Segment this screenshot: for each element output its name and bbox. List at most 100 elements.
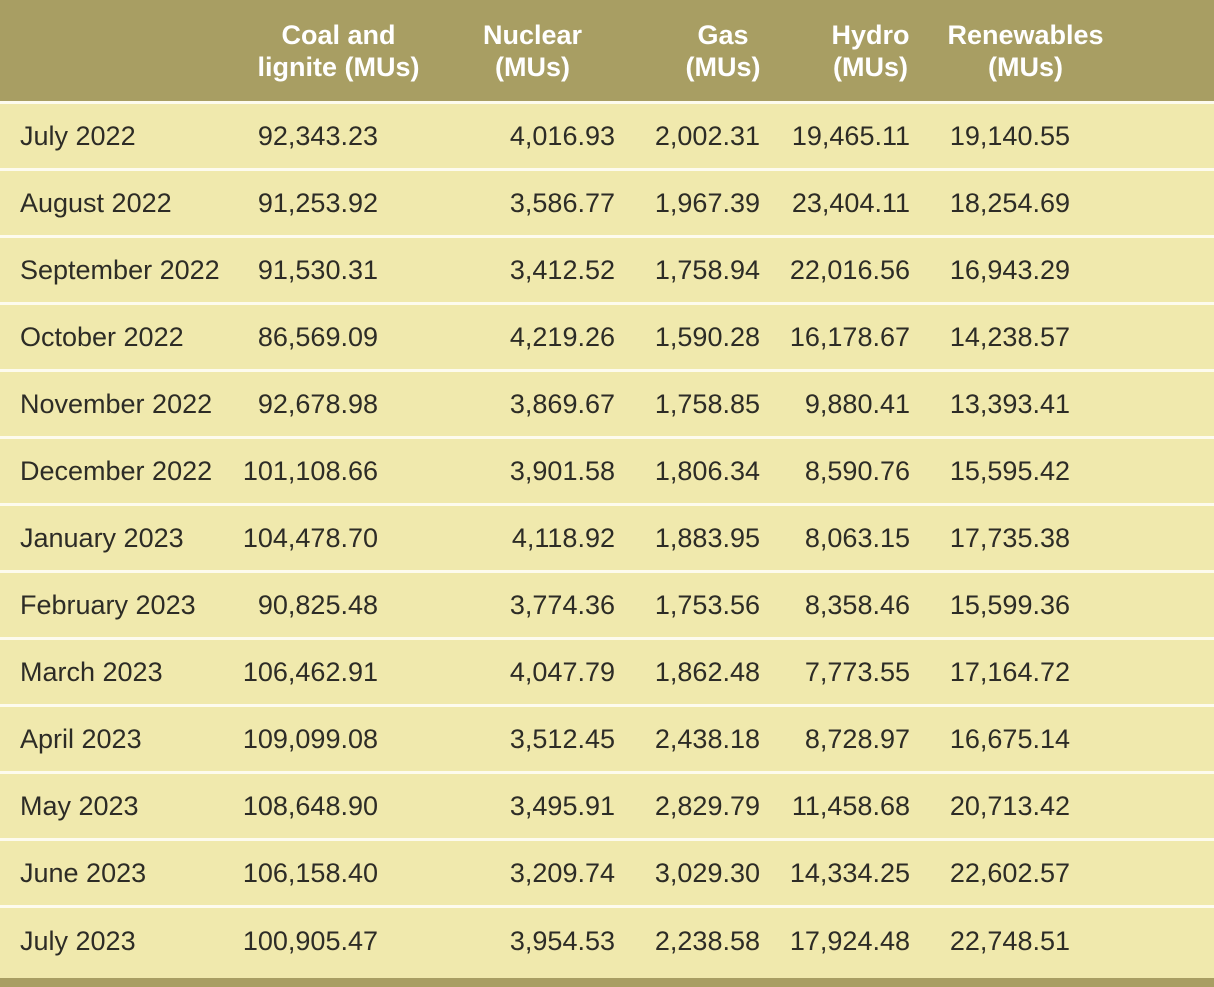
row-value-renewables: 16,943.29 (949, 254, 1070, 285)
row-value-gas: 1,758.94 (654, 254, 760, 285)
row-value-coal: 104,478.70 (242, 522, 378, 553)
table-row: March 2023 106,462.91 4,047.79 1,862.48 7,77… (0, 640, 1214, 707)
column-header-line: (MUs) (685, 51, 761, 82)
row-value-renewables: 22,748.51 (949, 926, 1070, 956)
row-value-nuclear: 4,118.92 (511, 522, 615, 553)
table-row: October 2022 86,569.09 4,219.26 1,590.28 16,… (0, 305, 1214, 372)
row-value-hydro: 16,178.67 (789, 321, 910, 352)
row-value-nuclear: 3,512.45 (509, 723, 615, 754)
column-header-nuclear: Nuclear (MUs) (392, 0, 628, 101)
column-header-line: (MUs) (988, 51, 1063, 82)
row-value-hydro: 14,334.25 (789, 857, 910, 888)
row-value-hydro: 22,016.56 (789, 254, 910, 285)
header-month-blank (0, 0, 240, 101)
row-value-renewables: 15,595.42 (949, 455, 1070, 486)
row-month-label: September 2022 (20, 254, 220, 285)
row-value-gas: 1,883.95 (654, 522, 760, 553)
row-value-renewables: 20,713.42 (949, 790, 1070, 821)
column-header-line: lignite (MUs) (257, 51, 420, 82)
row-month-label: July 2023 (20, 926, 136, 956)
column-header-line: Renewables (947, 19, 1104, 50)
row-value-coal: 106,158.40 (242, 857, 378, 888)
row-value-hydro: 23,404.11 (791, 187, 910, 218)
row-value-renewables: 14,238.57 (949, 321, 1070, 352)
row-value-coal: 100,905.47 (242, 926, 378, 956)
row-value-renewables: 17,735.38 (949, 522, 1070, 553)
row-value-gas: 1,753.56 (654, 589, 760, 620)
row-value-hydro: 8,728.97 (804, 723, 910, 754)
table-row: July 2022 92,343.23 4,016.93 2,002.31 19,465… (0, 104, 1214, 171)
column-header-line: Hydro (831, 19, 910, 50)
row-value-hydro: 17,924.48 (789, 926, 910, 956)
row-value-coal: 108,648.90 (242, 790, 378, 821)
column-header-gas: Gas (MUs) (628, 0, 773, 101)
row-month-label: December 2022 (20, 455, 213, 486)
column-header-coal-lignite: Coal and lignite (MUs) (240, 0, 420, 101)
row-value-coal: 91,530.31 (257, 254, 378, 285)
row-value-renewables: 15,599.36 (949, 589, 1070, 620)
row-value-nuclear: 3,901.58 (509, 455, 615, 486)
row-value-nuclear: 4,016.93 (509, 120, 615, 151)
row-month-label: March 2023 (20, 656, 163, 687)
row-value-nuclear: 3,495.91 (509, 790, 615, 821)
row-value-nuclear: 3,209.74 (509, 857, 615, 888)
column-header-line: (MUs) (833, 51, 908, 82)
table-row: April 2023 109,099.08 3,512.45 2,438.18 8,72… (0, 707, 1214, 774)
table-row: June 2023 106,158.40 3,209.74 3,029.30 14,33… (0, 841, 1214, 908)
row-value-renewables: 13,393.41 (949, 388, 1070, 419)
row-value-gas: 3,029.30 (654, 857, 760, 888)
row-value-hydro: 8,358.46 (804, 589, 910, 620)
row-value-coal: 91,253.92 (257, 187, 378, 218)
row-month-label: January 2023 (20, 522, 184, 553)
column-header-line: Coal and (281, 19, 396, 50)
table-row: May 2023 108,648.90 3,495.91 2,829.79 11,458… (0, 774, 1214, 841)
row-month-label: May 2023 (20, 790, 139, 821)
row-value-nuclear: 3,869.67 (509, 388, 615, 419)
table-bottom-gap (0, 975, 1214, 978)
table-row: July 2023 100,905.47 3,954.53 2,238.58 17,92… (0, 908, 1214, 975)
row-value-gas: 1,806.34 (654, 455, 760, 486)
table-row: August 2022 91,253.92 3,586.77 1,967.39 23,4… (0, 171, 1214, 238)
row-value-coal: 90,825.48 (257, 589, 378, 620)
row-value-gas: 1,758.85 (654, 388, 760, 419)
row-value-coal: 92,343.23 (257, 120, 378, 151)
table-body: July 2022 92,343.23 4,016.93 2,002.31 19,465… (0, 104, 1214, 975)
table-header-row: Coal and lignite (MUs) Nuclear (MUs) Gas… (0, 0, 1214, 104)
table-row: February 2023 90,825.48 3,774.36 1,753.56 8,… (0, 573, 1214, 640)
row-month-label: July 2022 (20, 120, 136, 151)
row-value-gas: 1,862.48 (654, 656, 760, 687)
column-header-line: Nuclear (482, 19, 583, 50)
table-row: November 2022 92,678.98 3,869.67 1,758.85 9,… (0, 372, 1214, 439)
row-value-nuclear: 4,219.26 (509, 321, 615, 352)
table-row: January 2023 104,478.70 4,118.92 1,883.95 8,… (0, 506, 1214, 573)
row-value-renewables: 19,140.55 (949, 120, 1070, 151)
row-value-gas: 1,590.28 (654, 321, 760, 352)
row-value-hydro: 8,590.76 (804, 455, 910, 486)
row-value-renewables: 22,602.57 (949, 857, 1070, 888)
row-value-hydro: 11,458.68 (791, 790, 910, 821)
row-value-coal: 86,569.09 (257, 321, 378, 352)
table-footer-bar (0, 978, 1214, 987)
row-value-coal: 92,678.98 (257, 388, 378, 419)
row-month-label: June 2023 (20, 857, 147, 888)
row-value-hydro: 8,063.15 (804, 522, 910, 553)
row-value-nuclear: 4,047.79 (509, 656, 615, 687)
row-value-coal: 101,108.66 (242, 455, 378, 486)
row-value-coal: 106,462.91 (242, 656, 378, 687)
row-value-nuclear: 3,774.36 (509, 589, 615, 620)
row-value-renewables: 18,254.69 (949, 187, 1070, 218)
column-header-line: (MUs) (495, 51, 570, 82)
row-value-hydro: 7,773.55 (804, 656, 910, 687)
row-month-label: April 2023 (20, 723, 142, 754)
row-value-nuclear: 3,412.52 (509, 254, 615, 285)
table-row: September 2022 91,530.31 3,412.52 1,758.94 2… (0, 238, 1214, 305)
row-value-nuclear: 3,586.77 (509, 187, 615, 218)
row-value-nuclear: 3,954.53 (509, 926, 615, 956)
row-value-gas: 2,002.31 (654, 120, 760, 151)
row-value-gas: 2,829.79 (654, 790, 760, 821)
row-value-renewables: 17,164.72 (949, 656, 1070, 687)
row-value-gas: 2,438.18 (654, 723, 760, 754)
row-month-label: October 2022 (20, 321, 184, 352)
row-month-label: February 2023 (20, 589, 196, 620)
